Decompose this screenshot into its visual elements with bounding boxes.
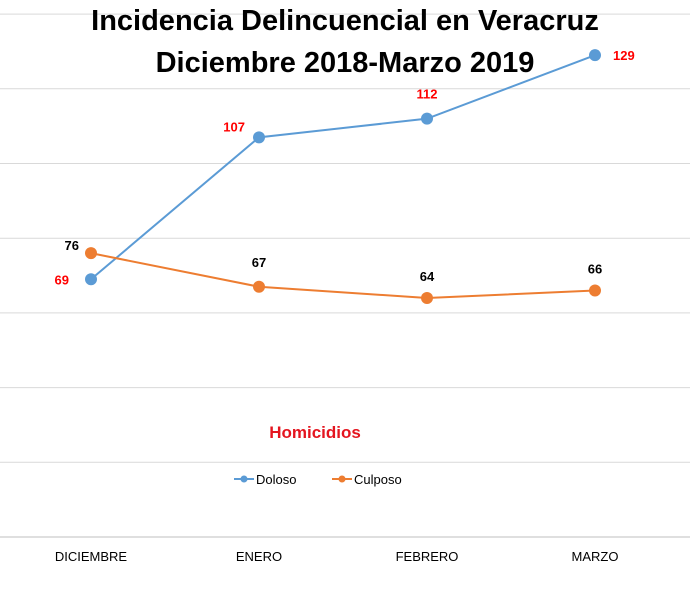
x-tick-label: ENERO [236, 549, 282, 564]
chart-title-line-2: Diciembre 2018-Marzo 2019 [156, 47, 535, 79]
data-point [589, 284, 601, 297]
data-point [589, 49, 601, 62]
data-points [85, 49, 601, 304]
data-point [421, 112, 433, 125]
chart-subtitle: Homicidios [269, 423, 361, 442]
gridlines [0, 13, 690, 463]
data-label: 67 [252, 255, 266, 270]
data-label: 66 [588, 261, 602, 276]
x-tick-label: FEBRERO [396, 549, 459, 564]
data-label: 64 [420, 269, 435, 284]
data-point [85, 247, 97, 260]
data-labels: 69 107 112 129 76 67 64 66 [55, 48, 635, 287]
data-point [253, 131, 265, 144]
data-point [85, 273, 97, 286]
data-point [421, 291, 433, 304]
legend: Doloso Culposo [222, 465, 442, 491]
x-tick-label: DICIEMBRE [55, 549, 128, 564]
data-label: 129 [613, 48, 635, 63]
legend-label-doloso: Doloso [256, 472, 296, 487]
data-point [253, 280, 265, 293]
legend-label-culposo: Culposo [354, 472, 402, 487]
data-label: 76 [65, 238, 79, 253]
series-line-culposo [90, 252, 596, 299]
legend-marker-culposo [338, 475, 346, 483]
x-tick-label: MARZO [572, 549, 619, 564]
chart-title-line-1: Incidencia Delincuencial en Veracruz [91, 5, 599, 37]
legend-marker-doloso [240, 475, 248, 483]
series-line-doloso [90, 54, 596, 281]
data-label: 69 [55, 272, 69, 287]
series-lines [90, 54, 596, 299]
data-label: 107 [223, 119, 245, 134]
data-label: 112 [417, 87, 438, 102]
